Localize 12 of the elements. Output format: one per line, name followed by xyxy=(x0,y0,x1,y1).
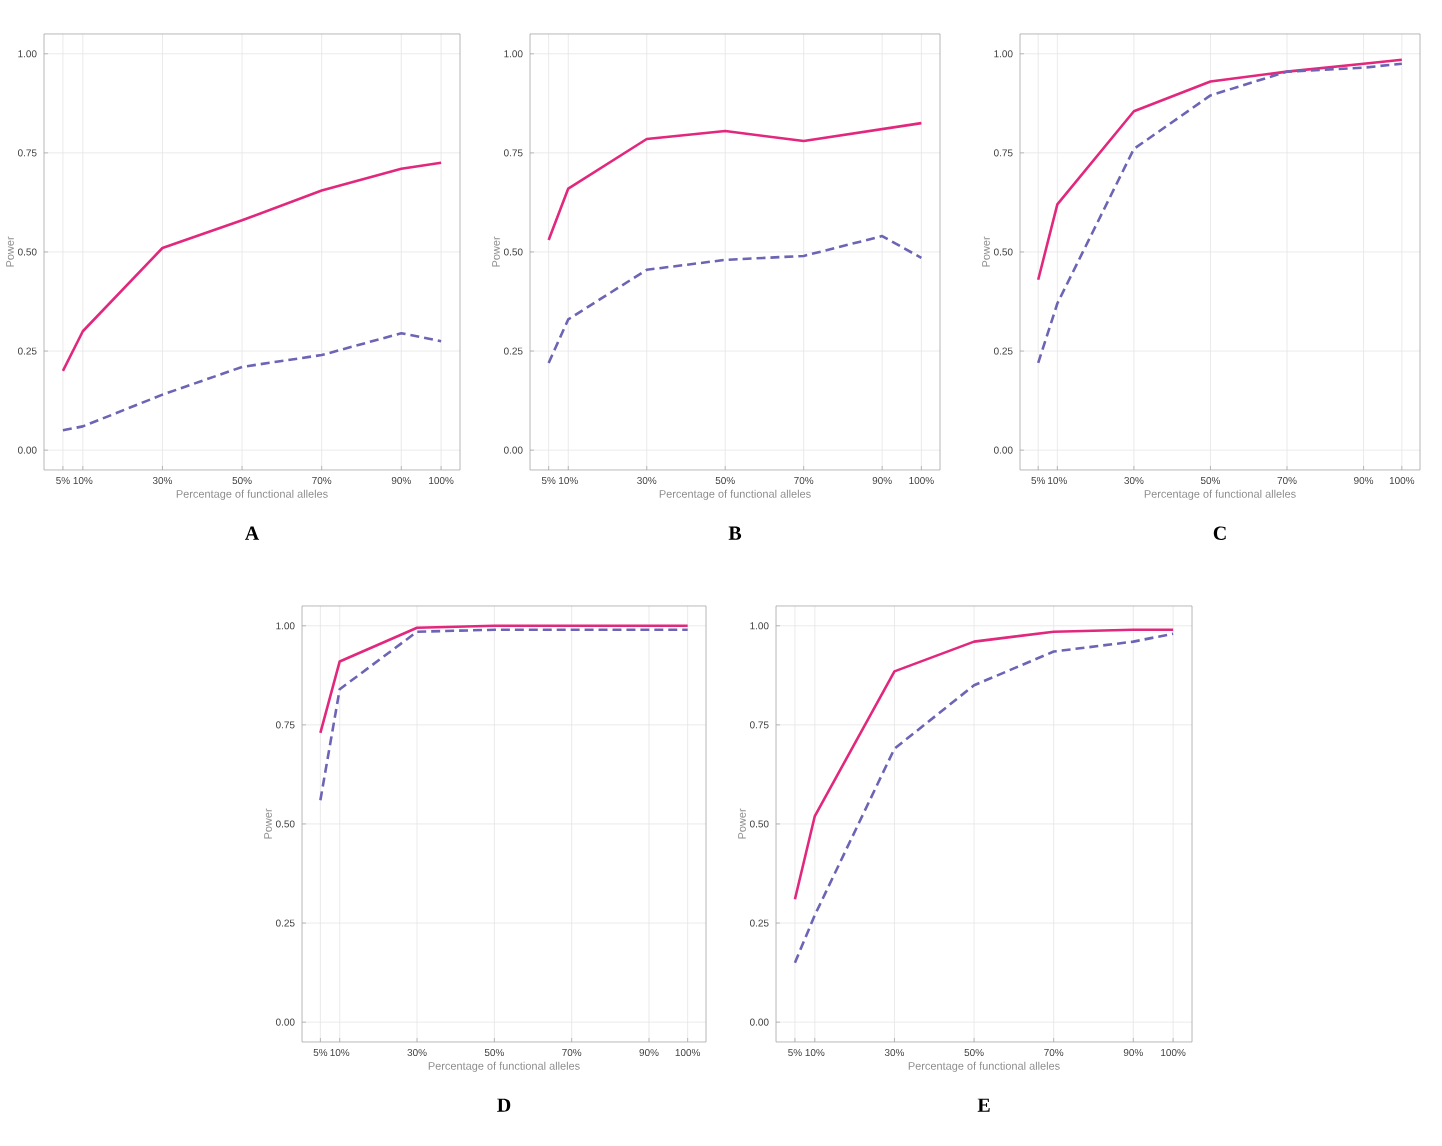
line-series xyxy=(1036,62,1404,365)
text: E xyxy=(977,1098,990,1112)
text: C xyxy=(1213,526,1226,540)
text: A xyxy=(245,526,260,540)
line-series xyxy=(793,628,1175,901)
text: B xyxy=(728,526,742,540)
line-series xyxy=(793,632,1175,964)
line-series xyxy=(61,161,443,373)
line-series xyxy=(1036,58,1404,282)
line-series xyxy=(547,234,923,365)
text: D xyxy=(497,1098,511,1112)
line-series xyxy=(61,331,443,432)
